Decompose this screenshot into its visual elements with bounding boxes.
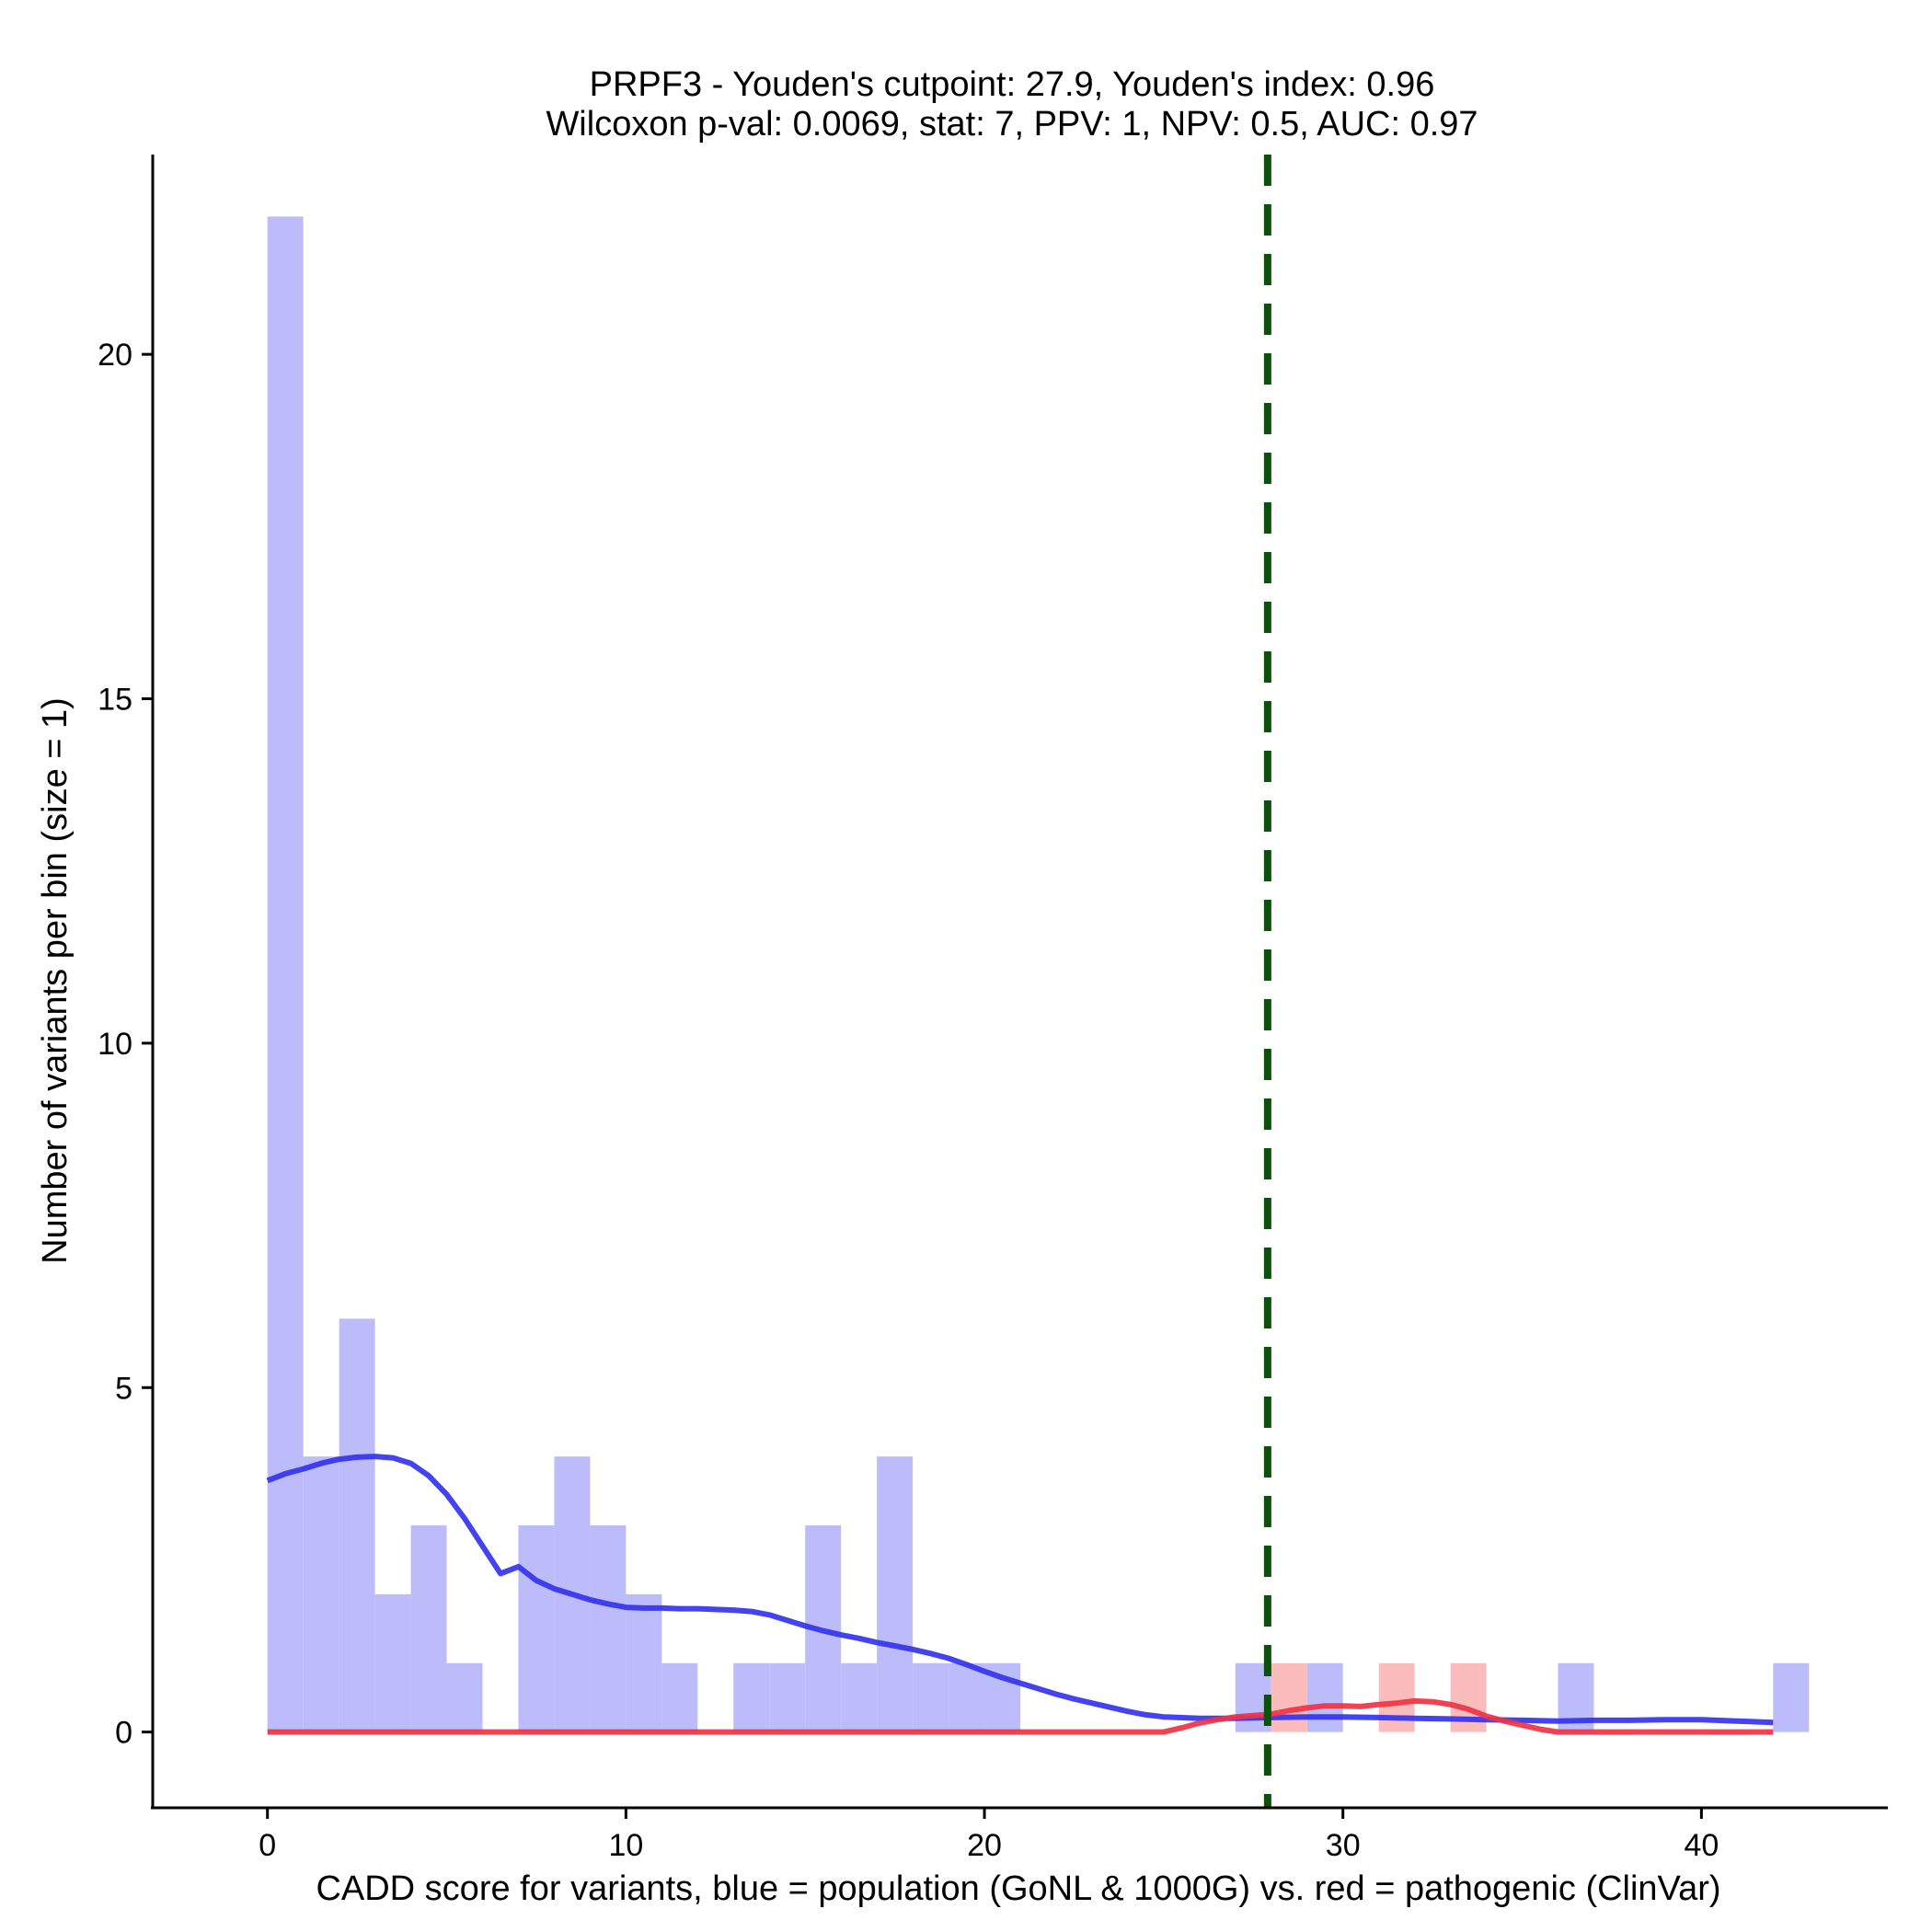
population-bars <box>267 216 1810 1732</box>
pathogenic-bar <box>1378 1662 1415 1732</box>
population-bar <box>626 1593 662 1732</box>
population-bar <box>841 1662 878 1732</box>
y-axis-label: Number of variants per bin (size = 1) <box>36 697 75 1264</box>
y-tick-label: 20 <box>98 338 132 373</box>
x-tick-label: 10 <box>608 1828 643 1863</box>
population-bar <box>303 1456 339 1732</box>
x-tick-label: 20 <box>967 1828 1002 1863</box>
y-tick-label: 15 <box>98 683 132 718</box>
population-density-line <box>266 1454 1774 1726</box>
chart-subtitle: Wilcoxon p-val: 0.0069, stat: 7, PPV: 1,… <box>546 105 1478 144</box>
x-axis-ticks: 0 10 20 30 40 <box>259 1808 1719 1863</box>
chart-title: PRPF3 - Youden's cutpoint: 27.9, Youden'… <box>590 65 1435 104</box>
population-bar <box>1773 1662 1810 1732</box>
y-tick-label: 10 <box>98 1027 132 1062</box>
population-bar <box>339 1318 375 1732</box>
population-bar <box>590 1525 627 1732</box>
y-tick-label: 5 <box>115 1371 132 1406</box>
x-tick-label: 30 <box>1326 1828 1361 1863</box>
population-bar <box>267 216 304 1732</box>
y-axis-ticks: 0 5 10 15 20 <box>98 338 153 1751</box>
population-bar <box>949 1662 985 1732</box>
population-bar <box>733 1662 770 1732</box>
density-lines <box>266 1454 1774 1735</box>
population-bar <box>374 1593 411 1732</box>
y-tick-label: 0 <box>115 1716 132 1751</box>
population-bar <box>446 1662 483 1732</box>
population-bar <box>913 1662 949 1732</box>
population-bar <box>518 1525 555 1732</box>
pathogenic-bar <box>1271 1662 1307 1732</box>
pathogenic-density-line <box>267 1697 1774 1735</box>
x-tick-label: 40 <box>1684 1828 1719 1863</box>
x-tick-label: 0 <box>259 1828 276 1863</box>
population-bar <box>769 1662 806 1732</box>
population-bar <box>661 1662 698 1732</box>
population-bar <box>877 1456 914 1732</box>
population-bar <box>1306 1662 1343 1732</box>
x-axis-label: CADD score for variants, blue = populati… <box>316 1869 1720 1908</box>
population-bar <box>410 1525 447 1732</box>
